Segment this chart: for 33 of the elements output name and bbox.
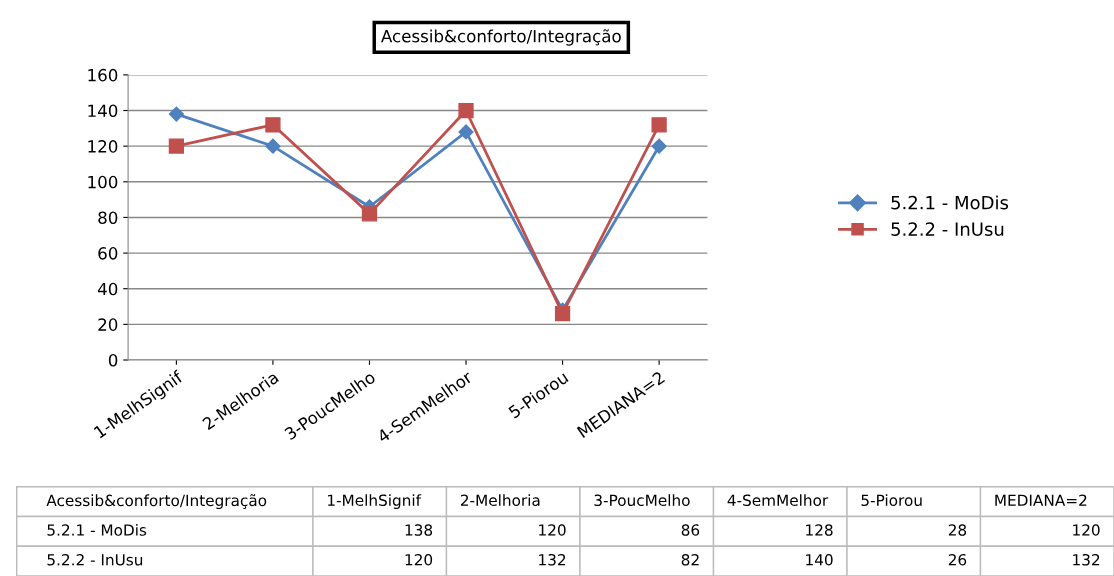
text: 132: [1073, 554, 1100, 566]
legend-label: 5.2.2 - InUsu: [891, 222, 1004, 236]
chart-title: Acessib&conforto/Integração: [381, 29, 621, 46]
chart-title: Acessib&conforto/Integração: [46, 494, 267, 510]
text: 132: [539, 554, 566, 566]
y-tick-label: 120: [88, 140, 118, 153]
y-tick-label: 60: [98, 247, 118, 260]
category-label: 4-SemMelhor: [727, 494, 829, 507]
text: 86: [681, 524, 700, 536]
text: 82: [681, 554, 699, 566]
text: 120: [539, 524, 566, 536]
legend-label: 5.2.1 - MoDis: [891, 195, 1009, 210]
category-label: 1-MelhSignif: [328, 494, 422, 509]
category-label: MEDIANA=2: [995, 494, 1087, 506]
text: 140: [806, 554, 833, 566]
y-tick-label: 20: [98, 318, 118, 331]
category-label: 3-PoucMelho: [594, 494, 690, 507]
y-tick-label: 40: [97, 282, 118, 296]
text: 138: [405, 524, 433, 536]
text: 26: [948, 554, 967, 566]
text: 128: [806, 524, 833, 536]
text: 5.2.2 - InUsu: [47, 554, 143, 566]
category-label: 5-Piorou: [861, 494, 922, 507]
category-label: 2-Melhoria: [460, 494, 540, 507]
y-tick-label: 100: [88, 175, 118, 189]
y-tick-label: 140: [88, 104, 118, 118]
y-tick-label: 0: [108, 353, 118, 367]
text: 120: [405, 554, 433, 566]
text: 5.2.1 - MoDis: [47, 523, 147, 536]
y-tick-label: 80: [98, 211, 118, 225]
text: 120: [1073, 524, 1100, 536]
text: 28: [948, 524, 967, 536]
y-tick-label: 160: [88, 68, 118, 82]
